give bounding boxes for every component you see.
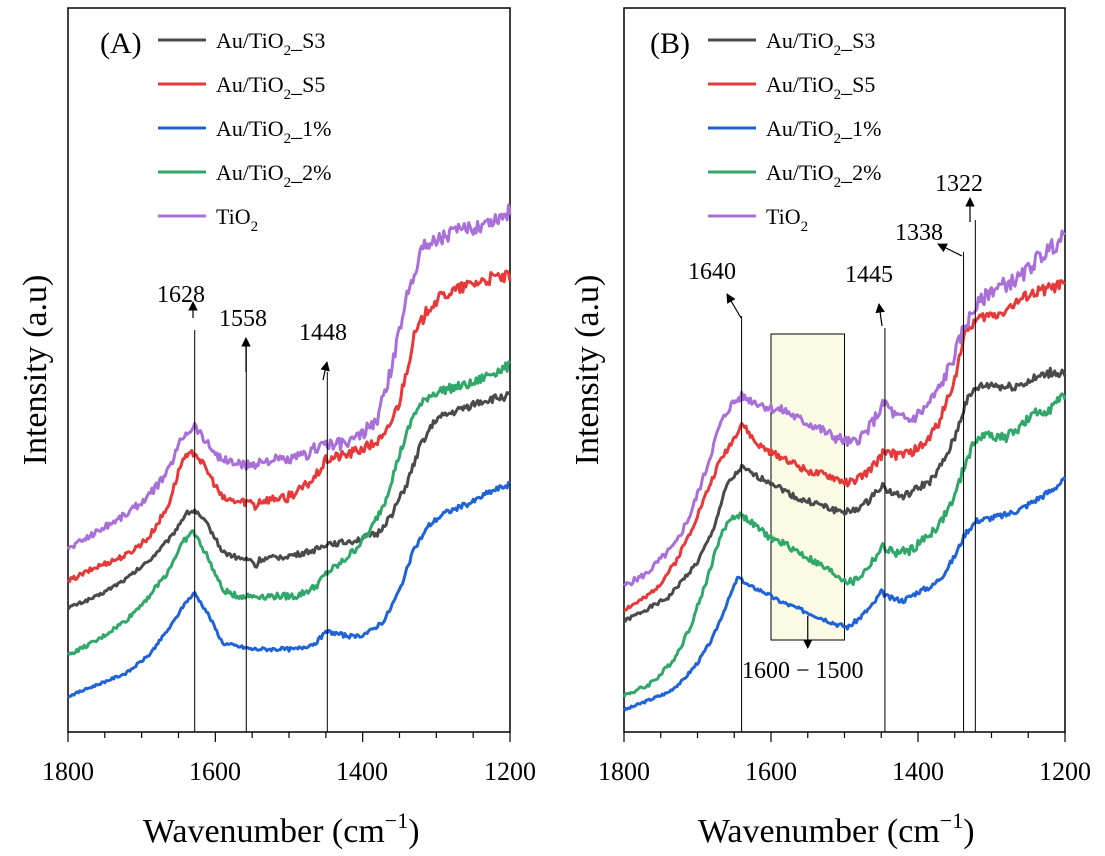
peak-arrow-1448 [320,361,330,381]
legend-label: Au/TiO2_1% [216,116,332,147]
series-line-au-tio2-s5 [66,269,512,584]
legend-label: Au/TiO2_S5 [766,72,875,103]
x-tick-label: 1600 [745,757,797,786]
panel-b: Au/TiO2_S3 Au/TiO2_S5 Au/TiO2_1% Au/TiO2_2%… [569,7,1091,850]
peak-arrow-1445 [875,303,885,327]
x-tick-label: 1400 [336,757,388,786]
series-line-au-tio2-s5 [623,279,1066,612]
peak-label-1322: 1322 [935,171,983,197]
legend-label: Au/TiO2_S5 [216,72,325,103]
legend-label: Au/TiO2_1% [766,116,882,147]
peak-label-1448: 1448 [299,320,347,346]
series-line-au-tio2-1- [622,476,1067,712]
series-line-au-tio2-s3 [623,366,1067,623]
peak-label-1338: 1338 [895,220,943,246]
x-tick-label: 1200 [1039,757,1091,786]
panel-b-label: (B) [650,27,690,60]
peak-label-1558: 1558 [219,306,267,332]
series-line-tio2 [66,203,512,551]
highlight-region [770,333,845,641]
legend-label: Au/TiO2_S3 [216,28,325,59]
x-axis-title: Wavenumber (cm−1) [143,808,420,850]
y-axis-title: Intensity (a.u) [17,275,54,466]
x-axis-title: Wavenumber (cm−1) [698,808,975,850]
series-line-au-tio2-1- [67,480,511,699]
series-line-au-tio2-s3 [66,391,511,611]
x-tick-label: 1800 [42,757,94,786]
panel-a: Au/TiO2_S3 Au/TiO2_S5 Au/TiO2_1% Au/TiO2_2%… [17,7,536,850]
series-line-tio2 [622,229,1067,587]
legend-label: Au/TiO2_S3 [766,28,875,59]
x-tick-label: 1800 [598,757,650,786]
legend-label: Au/TiO2_2% [216,160,332,191]
peak-arrow-1640 [726,293,742,319]
x-tick-label: 1400 [892,757,944,786]
legend-label: Au/TiO2_2% [766,160,882,191]
x-tick-label: 1600 [189,757,241,786]
panel-a-frame [67,7,511,733]
peak-label-1445: 1445 [845,262,893,288]
highlight-region-label: 1600 − 1500 [742,658,864,684]
series-line-au-tio2-2- [622,392,1067,698]
y-axis-title: Intensity (a.u) [569,275,606,466]
panel-a-label: (A) [100,27,142,60]
legend-label: TiO2 [766,204,808,235]
peak-label-1628: 1628 [157,282,205,308]
legend-label: TiO2 [216,204,258,235]
x-tick-label: 1200 [484,757,536,786]
peak-label-1640: 1640 [688,259,736,285]
series-line-au-tio2-2- [66,359,511,656]
peak-arrow-1338 [937,243,963,257]
